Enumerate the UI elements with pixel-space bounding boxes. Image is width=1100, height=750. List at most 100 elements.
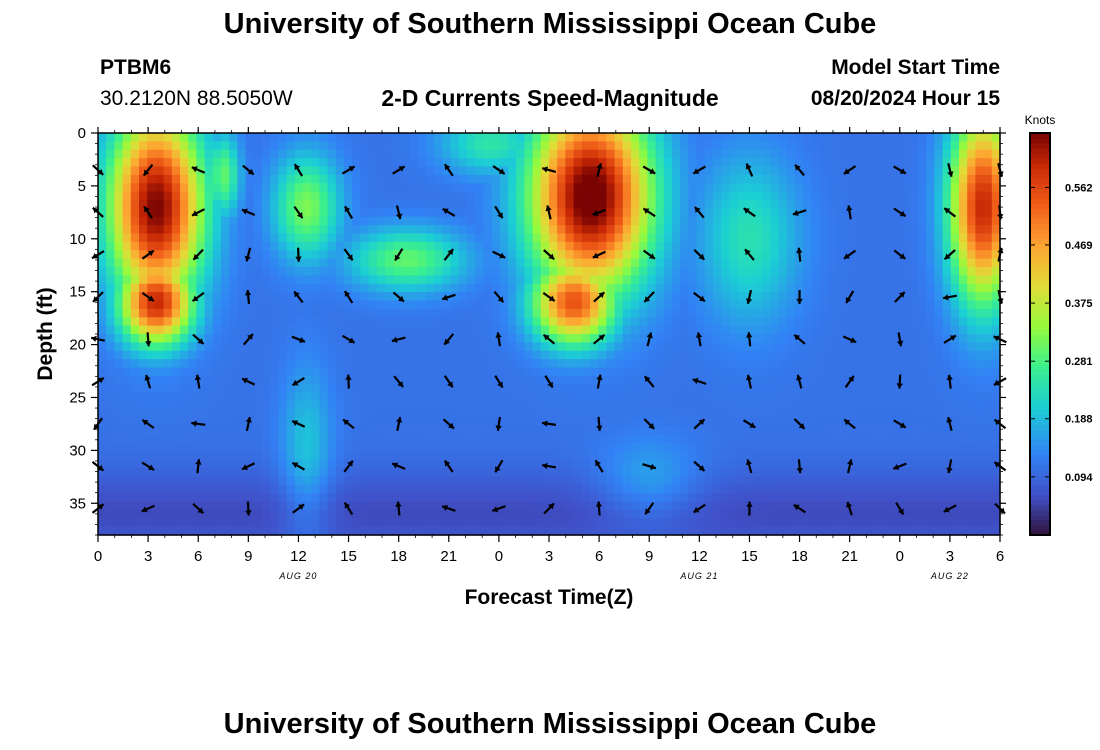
heatmap-cell [614, 267, 624, 276]
heatmap-cell [499, 241, 509, 251]
heatmap-cell [655, 183, 665, 193]
heatmap-cell [852, 384, 862, 394]
heatmap-cell [245, 300, 255, 310]
heatmap-cell [491, 149, 501, 159]
heatmap-cell [581, 434, 591, 444]
heatmap-cell [360, 442, 370, 452]
heatmap-cell [836, 191, 845, 201]
heatmap-cell [762, 208, 771, 218]
heatmap-cell [344, 493, 353, 503]
heatmap-cell [885, 292, 894, 302]
heatmap-cell [319, 434, 329, 444]
heatmap-cell [434, 434, 443, 444]
heatmap-cell [885, 401, 894, 410]
heatmap-cell [196, 325, 206, 335]
heatmap-cell [409, 384, 419, 394]
heatmap-cell [770, 166, 780, 176]
heatmap-cell [860, 300, 870, 310]
heatmap-cell [196, 292, 206, 302]
heatmap-cell [770, 484, 780, 494]
heatmap-cell [565, 233, 575, 243]
heatmap-cell [827, 133, 837, 142]
heatmap-cell [467, 342, 476, 352]
heatmap-cell [926, 468, 935, 477]
heatmap-cell [130, 367, 140, 377]
heatmap-cell [114, 241, 124, 251]
heatmap-cell [688, 325, 698, 335]
heatmap-cell [368, 183, 378, 193]
heatmap-cell [532, 392, 542, 402]
heatmap-cell [901, 317, 911, 327]
heatmap-cell [909, 325, 919, 335]
heatmap-cell [319, 401, 329, 410]
heatmap-cell [130, 526, 140, 536]
heatmap-cell [122, 317, 132, 327]
heatmap-cell [688, 334, 698, 343]
heatmap-cell [516, 258, 525, 268]
heatmap-cell [450, 149, 460, 159]
heatmap-cell [368, 367, 378, 377]
heatmap-cell [557, 392, 566, 402]
heatmap-cell [606, 283, 616, 293]
heatmap-cell [245, 367, 255, 377]
heatmap-cell [639, 434, 648, 444]
heatmap-cell [270, 300, 279, 310]
heatmap-cell [171, 350, 181, 360]
heatmap-cell [180, 501, 189, 511]
heatmap-cell [114, 392, 124, 402]
heatmap-cell [401, 208, 411, 218]
heatmap-cell [245, 518, 255, 528]
heatmap-cell [836, 526, 845, 536]
heatmap-cell [393, 484, 402, 494]
heatmap-cell [352, 258, 361, 268]
heatmap-cell [901, 417, 911, 427]
heatmap-cell [237, 518, 247, 528]
heatmap-cell [901, 342, 911, 352]
heatmap-cell [680, 426, 689, 436]
heatmap-cell [885, 409, 894, 419]
heatmap-cell [278, 451, 288, 461]
heatmap-cell [655, 174, 665, 184]
heatmap-cell [245, 267, 255, 276]
heatmap-cell [196, 133, 206, 142]
heatmap-cell [877, 334, 886, 343]
heatmap-cell [573, 409, 583, 419]
heatmap-cell [901, 359, 911, 369]
heatmap-cell [827, 216, 837, 226]
heatmap-cell [893, 451, 903, 461]
heatmap-cell [335, 158, 345, 168]
heatmap-cell [778, 392, 788, 402]
heatmap-cell [704, 267, 714, 276]
heatmap-cell [114, 334, 124, 343]
heatmap-cell [639, 417, 648, 427]
heatmap-cell [549, 258, 558, 268]
heatmap-cell [393, 191, 402, 201]
heatmap-cell [475, 183, 484, 193]
heatmap-cell [663, 300, 673, 310]
heatmap-cell [688, 275, 698, 285]
heatmap-cell [713, 158, 722, 168]
heatmap-cell [819, 283, 829, 293]
heatmap-cell [155, 451, 165, 461]
heatmap-cell [655, 216, 665, 226]
heatmap-cell [508, 375, 517, 385]
heatmap-cell [196, 158, 206, 168]
heatmap-cell [713, 434, 722, 444]
heatmap-cell [762, 141, 771, 151]
heatmap-cell [401, 258, 411, 268]
heatmap-cell [827, 426, 837, 436]
heatmap-cell [811, 267, 821, 276]
heatmap-cell [475, 509, 484, 519]
heatmap-cell [704, 509, 714, 519]
heatmap-cell [688, 250, 698, 260]
heatmap-cell [598, 359, 607, 369]
heatmap-cell [811, 200, 821, 209]
heatmap-cell [754, 183, 763, 193]
heatmap-cell [286, 149, 296, 159]
heatmap-cell [737, 384, 747, 394]
heatmap-cell [229, 158, 238, 168]
heatmap-cell [844, 434, 853, 444]
heatmap-cell [688, 526, 698, 536]
heatmap-cell [499, 233, 509, 243]
heatmap-cell [508, 401, 517, 410]
